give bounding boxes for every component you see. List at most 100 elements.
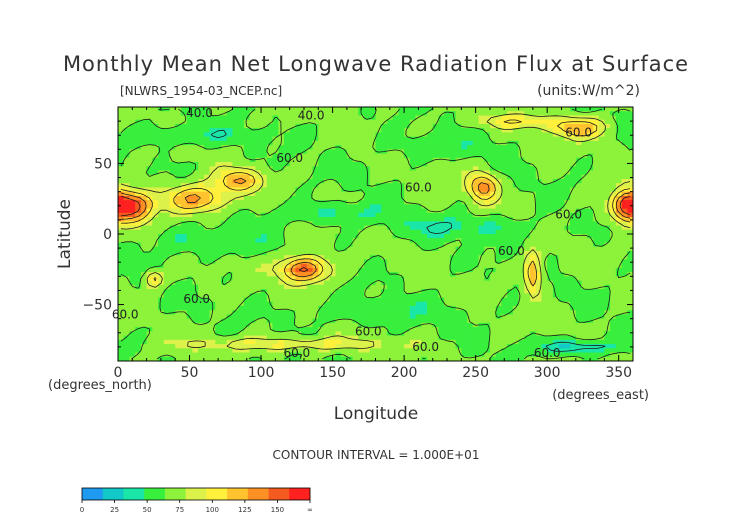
heatmap-cell — [346, 212, 354, 218]
heatmap-cell — [238, 229, 245, 235]
heatmap-cell — [375, 246, 382, 252]
heatmap-cell — [512, 166, 520, 172]
heatmap-cell — [335, 238, 342, 244]
heatmap-cell — [346, 178, 354, 184]
heatmap-cell — [518, 276, 525, 282]
heatmap-cell — [552, 162, 560, 167]
heatmap-cell — [524, 174, 531, 180]
heatmap-cell — [478, 191, 485, 197]
heatmap-cell — [472, 284, 480, 290]
heatmap-cell — [135, 195, 142, 201]
heatmap-cell — [266, 250, 274, 256]
heatmap-cell — [118, 331, 125, 337]
heatmap-cell — [129, 276, 136, 282]
heatmap-cell — [215, 289, 222, 294]
heatmap-cell — [186, 115, 193, 121]
heatmap-cell — [404, 322, 411, 328]
heatmap-cell — [581, 145, 588, 150]
heatmap-cell — [221, 136, 228, 142]
heatmap-cell — [415, 157, 422, 163]
heatmap-cell — [507, 263, 514, 269]
heatmap-cell — [295, 200, 302, 205]
heatmap-cell — [329, 149, 337, 155]
heatmap-cell — [226, 178, 234, 184]
heatmap-cell — [398, 259, 405, 265]
heatmap-cell — [152, 322, 159, 328]
heatmap-cell — [444, 115, 451, 121]
heatmap-cell — [489, 322, 497, 328]
heatmap-cell — [392, 225, 399, 231]
heatmap-cell — [427, 111, 434, 117]
heatmap-cell — [335, 255, 342, 260]
heatmap-cell — [306, 170, 314, 176]
heatmap-cell — [255, 310, 262, 316]
heatmap-cell — [169, 140, 176, 146]
heatmap-cell — [444, 276, 451, 282]
heatmap-cell — [243, 178, 251, 184]
heatmap-cell — [346, 284, 354, 290]
heatmap-cell — [495, 335, 502, 341]
heatmap-cell — [249, 174, 256, 180]
heatmap-cell — [163, 272, 171, 277]
heatmap-cell — [306, 119, 314, 125]
heatmap-cell — [615, 149, 623, 155]
heatmap-cell — [581, 157, 588, 163]
heatmap-cell — [261, 301, 268, 307]
heatmap-cell — [301, 234, 308, 239]
heatmap-cell — [118, 225, 125, 231]
heatmap-cell — [381, 331, 388, 337]
heatmap-cell — [203, 310, 211, 316]
heatmap-cell — [610, 301, 617, 307]
heatmap-cell — [427, 191, 434, 197]
heatmap-cell — [272, 318, 279, 324]
heatmap-cell — [592, 297, 600, 303]
heatmap-cell — [547, 183, 554, 189]
heatmap-cell — [226, 162, 234, 167]
heatmap-cell — [192, 242, 199, 248]
heatmap-cell — [489, 327, 497, 332]
heatmap-cell — [512, 293, 520, 299]
heatmap-cell — [272, 123, 279, 129]
heatmap-cell — [163, 212, 171, 218]
heatmap-cell — [518, 229, 525, 235]
heatmap-cell — [226, 119, 234, 125]
heatmap-cell — [295, 297, 302, 303]
heatmap-cell — [180, 318, 188, 324]
heatmap-cell — [615, 267, 623, 273]
heatmap-cell — [221, 310, 228, 316]
heatmap-cell — [341, 128, 348, 133]
heatmap-cell — [232, 119, 239, 125]
heatmap-cell — [501, 111, 508, 117]
heatmap-cell — [392, 123, 399, 129]
heatmap-cell — [592, 178, 600, 184]
heatmap-cell — [398, 204, 405, 210]
heatmap-cell — [295, 246, 302, 252]
heatmap-cell — [455, 242, 462, 248]
heatmap-cell — [324, 208, 331, 214]
heatmap-cell — [467, 301, 474, 307]
heatmap-cell — [444, 310, 451, 316]
heatmap-cell — [570, 187, 577, 193]
heatmap-cell — [598, 322, 605, 328]
heatmap-cell — [203, 170, 211, 176]
heatmap-cell — [175, 170, 182, 176]
heatmap-cell — [489, 305, 497, 311]
heatmap-cell — [535, 187, 543, 193]
heatmap-cell — [610, 246, 617, 252]
heatmap-cell — [335, 136, 342, 142]
heatmap-cell — [335, 263, 342, 269]
heatmap-cell — [135, 191, 142, 197]
heatmap-cell — [329, 157, 337, 163]
heatmap-cell — [535, 267, 543, 273]
heatmap-cell — [169, 166, 176, 172]
heatmap-cell — [449, 322, 457, 328]
heatmap-cell — [415, 132, 422, 138]
heatmap-cell — [192, 111, 199, 117]
heatmap-cell — [329, 115, 337, 121]
heatmap-cell — [518, 187, 525, 193]
heatmap-cell — [289, 335, 296, 341]
heatmap-cell — [369, 204, 377, 210]
heatmap-cell — [507, 234, 514, 239]
heatmap-cell — [615, 217, 623, 222]
heatmap-cell — [226, 183, 234, 189]
